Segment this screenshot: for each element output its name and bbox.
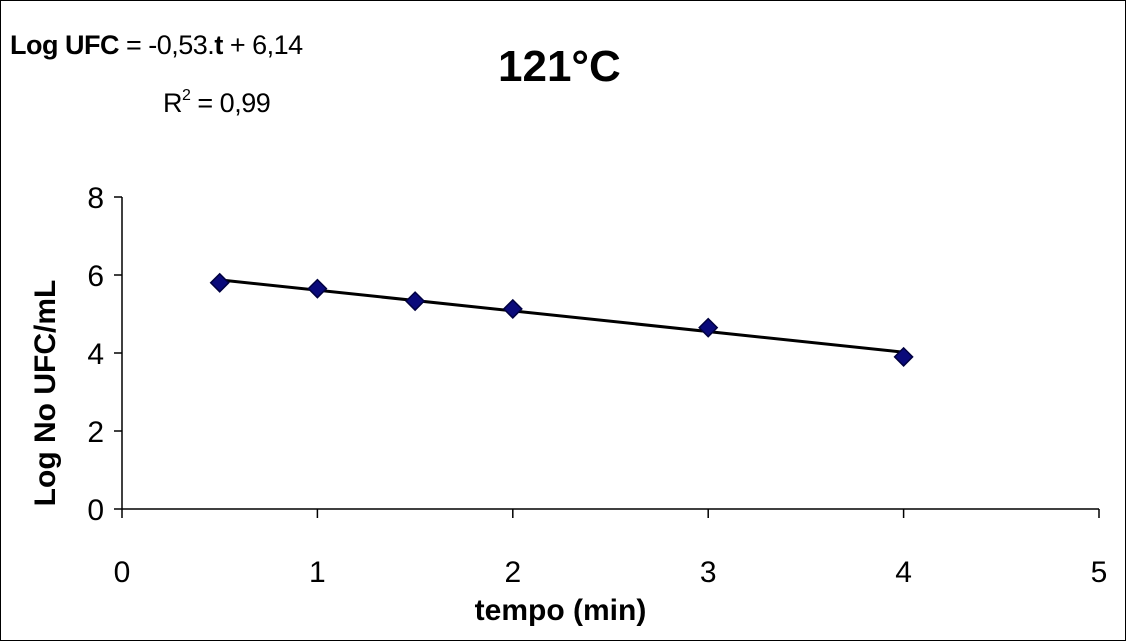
- y-tick-label: 8: [87, 182, 104, 215]
- equation-lhs: Log UFC: [10, 30, 119, 60]
- equation-variable: t: [214, 30, 223, 60]
- equation-suffix: + 6,14: [222, 30, 303, 60]
- y-tick-label: 6: [87, 260, 104, 293]
- x-tick-label: 2: [504, 556, 521, 589]
- trendline: [219, 278, 904, 354]
- x-axis-title: tempo (min): [475, 594, 647, 627]
- x-tick-label: 0: [114, 556, 131, 589]
- x-tick-label: 3: [700, 556, 717, 589]
- regression-equation: Log UFC = -0,53.t + 6,14: [10, 30, 303, 61]
- y-tick-label: 4: [87, 338, 104, 371]
- equation-prefix: = -0,53.: [118, 30, 215, 60]
- data-point: [209, 272, 230, 293]
- r-squared-base: R: [163, 88, 183, 118]
- y-tick-label: 2: [87, 416, 104, 449]
- data-point: [698, 317, 719, 338]
- data-point: [307, 278, 328, 299]
- r-squared-sup: 2: [182, 87, 191, 104]
- data-point: [405, 291, 426, 312]
- r-squared-value: = 0,99: [190, 88, 271, 118]
- x-tick-label: 5: [1091, 556, 1108, 589]
- data-point: [502, 298, 523, 319]
- data-point: [893, 346, 914, 367]
- x-tick-label: 4: [895, 556, 912, 589]
- x-tick-label: 1: [309, 556, 326, 589]
- y-axis-title: Log No UFC/mL: [29, 280, 62, 507]
- r-squared: R2 = 0,99: [163, 87, 271, 119]
- y-tick-label: 0: [87, 494, 104, 527]
- chart-title: 121°C: [498, 42, 621, 91]
